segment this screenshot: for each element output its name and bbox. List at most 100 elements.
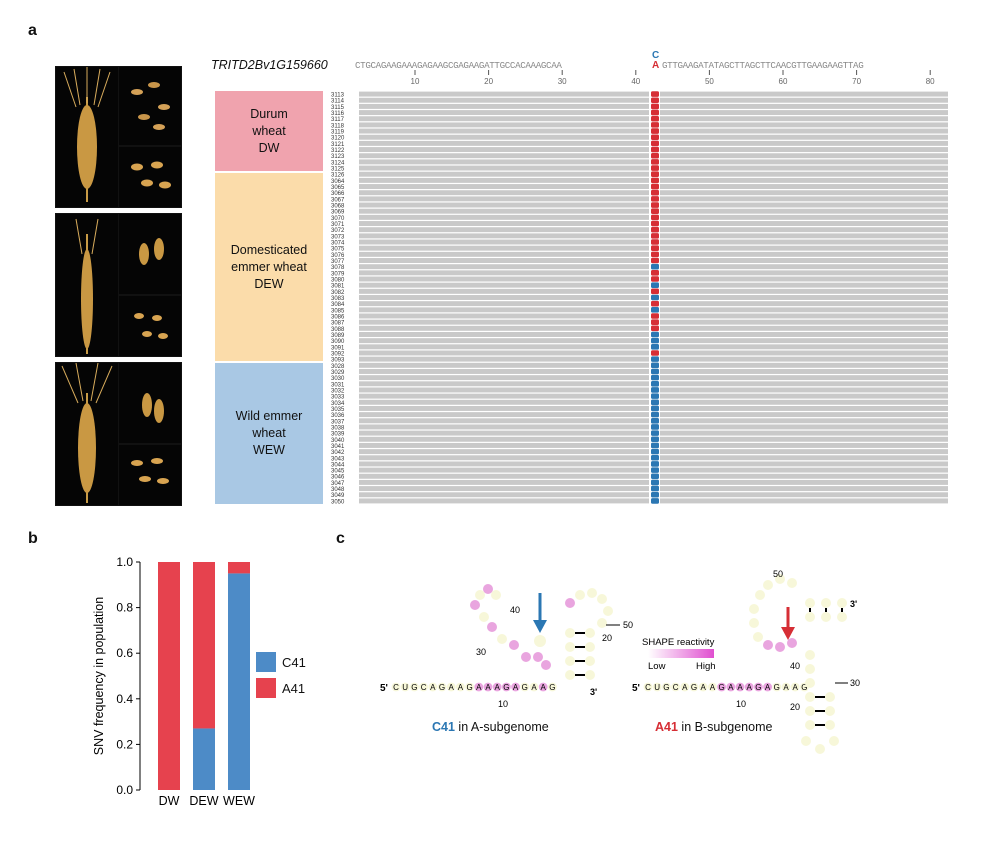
nucleotide-circle [511,682,520,692]
sample-id-label: 3076 [331,253,345,259]
sample-id-label: 3071 [331,222,345,228]
snv-cell [651,226,659,233]
nucleotide-circle [502,682,511,692]
right-caption-a41: A41 [655,720,678,734]
sample-id-label: 3117 [331,117,345,123]
snv-cell [651,122,659,128]
alignment-row-left [359,140,649,146]
sample-id-label: 3043 [331,456,345,462]
snv-cell [651,128,659,134]
nucleotide-letter: G [411,683,417,692]
sample-id-label: 3042 [331,450,345,456]
alignment-row-left [359,103,649,109]
alignment-row-left [359,165,649,171]
alignment-row-right [660,368,948,374]
alignment-row-left [359,227,649,233]
bar-C41-DEW [193,728,215,790]
sample-id-label: 3114 [331,99,345,105]
right-structure-caption: A41 in B-subgenome [655,720,772,734]
alignment-row-left [359,307,649,313]
sample-id-label: 3045 [331,469,345,475]
sample-id-label: 3085 [331,308,345,314]
snv-cell [651,109,659,116]
bar-A41-DW [158,562,180,790]
snv-cell [651,491,659,498]
alignment-row-left [359,479,649,485]
alignment-row-right [660,467,948,473]
snv-cell [651,381,659,387]
snv-cell [651,467,659,473]
alignment-row-right [660,449,948,455]
nucleotide-letter: G [801,683,807,692]
nucleotide-circle [763,682,772,692]
alignment-row-left [359,455,649,461]
alignment-row-left [359,264,649,270]
right-label-50: 50 [773,569,783,579]
sample-id-label: 3124 [331,160,345,166]
left-label-30: 30 [476,647,486,657]
alignment-row-right [660,116,948,122]
sequence-right: GTTGAAGATATAGCTTAGCTTCAACGTTGAAGAAGTTAG [662,60,864,71]
alignment-row-right [660,184,948,190]
snv-cell [651,307,659,313]
snv-cell [651,485,659,492]
sample-id-label: 3075 [331,247,345,253]
alignment-row-left [359,202,649,208]
nucleotide-circle [428,682,438,692]
nucleotide-letter: A [765,683,771,692]
snv-cell [651,424,659,430]
snv-cell [651,220,659,227]
alignment-row-right [660,147,948,153]
shape-gradient-bar [648,649,714,658]
ruler-tick-label: 30 [558,77,567,86]
sample-id-label: 3046 [331,475,345,481]
alignment-row-right [660,362,948,368]
group-wew-abbr: WEW [253,443,285,457]
snv-cell [651,313,659,319]
sample-id-label: 3083 [331,296,345,302]
ruler-tick-label: 10 [411,77,420,86]
legend-c41: C41 [256,652,306,672]
alignment-row-right [660,258,948,263]
nucleotide-letter: U [654,683,660,692]
sample-id-label: 3070 [331,216,345,222]
nucleotide-letter: A [747,683,753,692]
x-tick-label: WEW [223,794,255,808]
snv-cell [651,319,659,325]
alignment-grid: 3113311431153116311731183119312031213122… [331,91,948,505]
alignment-row-left [359,405,649,411]
alignment-row-left [359,97,649,103]
sample-id-label: 3029 [331,370,345,376]
sample-id-label: 3125 [331,167,345,173]
right-label-10: 10 [736,699,746,709]
sample-id-label: 3091 [331,345,345,351]
sample-id-label: 3090 [331,339,345,345]
alignment-row-right [660,405,948,411]
sample-id-label: 3033 [331,395,345,401]
alignment-row-right [660,418,948,424]
snv-cell [651,448,659,455]
panel-b-letter: b [28,530,38,547]
panel-c-letter: c [336,530,345,547]
alignment-row-right [660,338,948,344]
alignment-row-right [660,227,948,233]
nucleotide-letter: G [549,683,555,692]
nucleotide-letter: A [513,683,519,692]
snv-cell [651,362,659,369]
alignment-row-left [359,190,649,196]
nucleotide-letter: C [393,683,399,692]
bar-A41-WEW [228,562,250,574]
snv-cell [651,473,659,480]
left-five-prime: 5' [380,683,388,694]
nucleotide-circle [410,682,419,692]
snv-cell [651,233,659,239]
alignment-row-right [660,399,948,405]
legend-c41-swatch [256,652,276,672]
alignment-row-right [660,208,948,214]
alignment-row-right [660,239,948,245]
y-tick-label: 0.8 [116,601,133,615]
nucleotide-letter: G [774,683,780,692]
alignment-row-left [359,245,649,251]
alignment-row-right [660,97,948,103]
alignment-row-left [359,91,649,97]
